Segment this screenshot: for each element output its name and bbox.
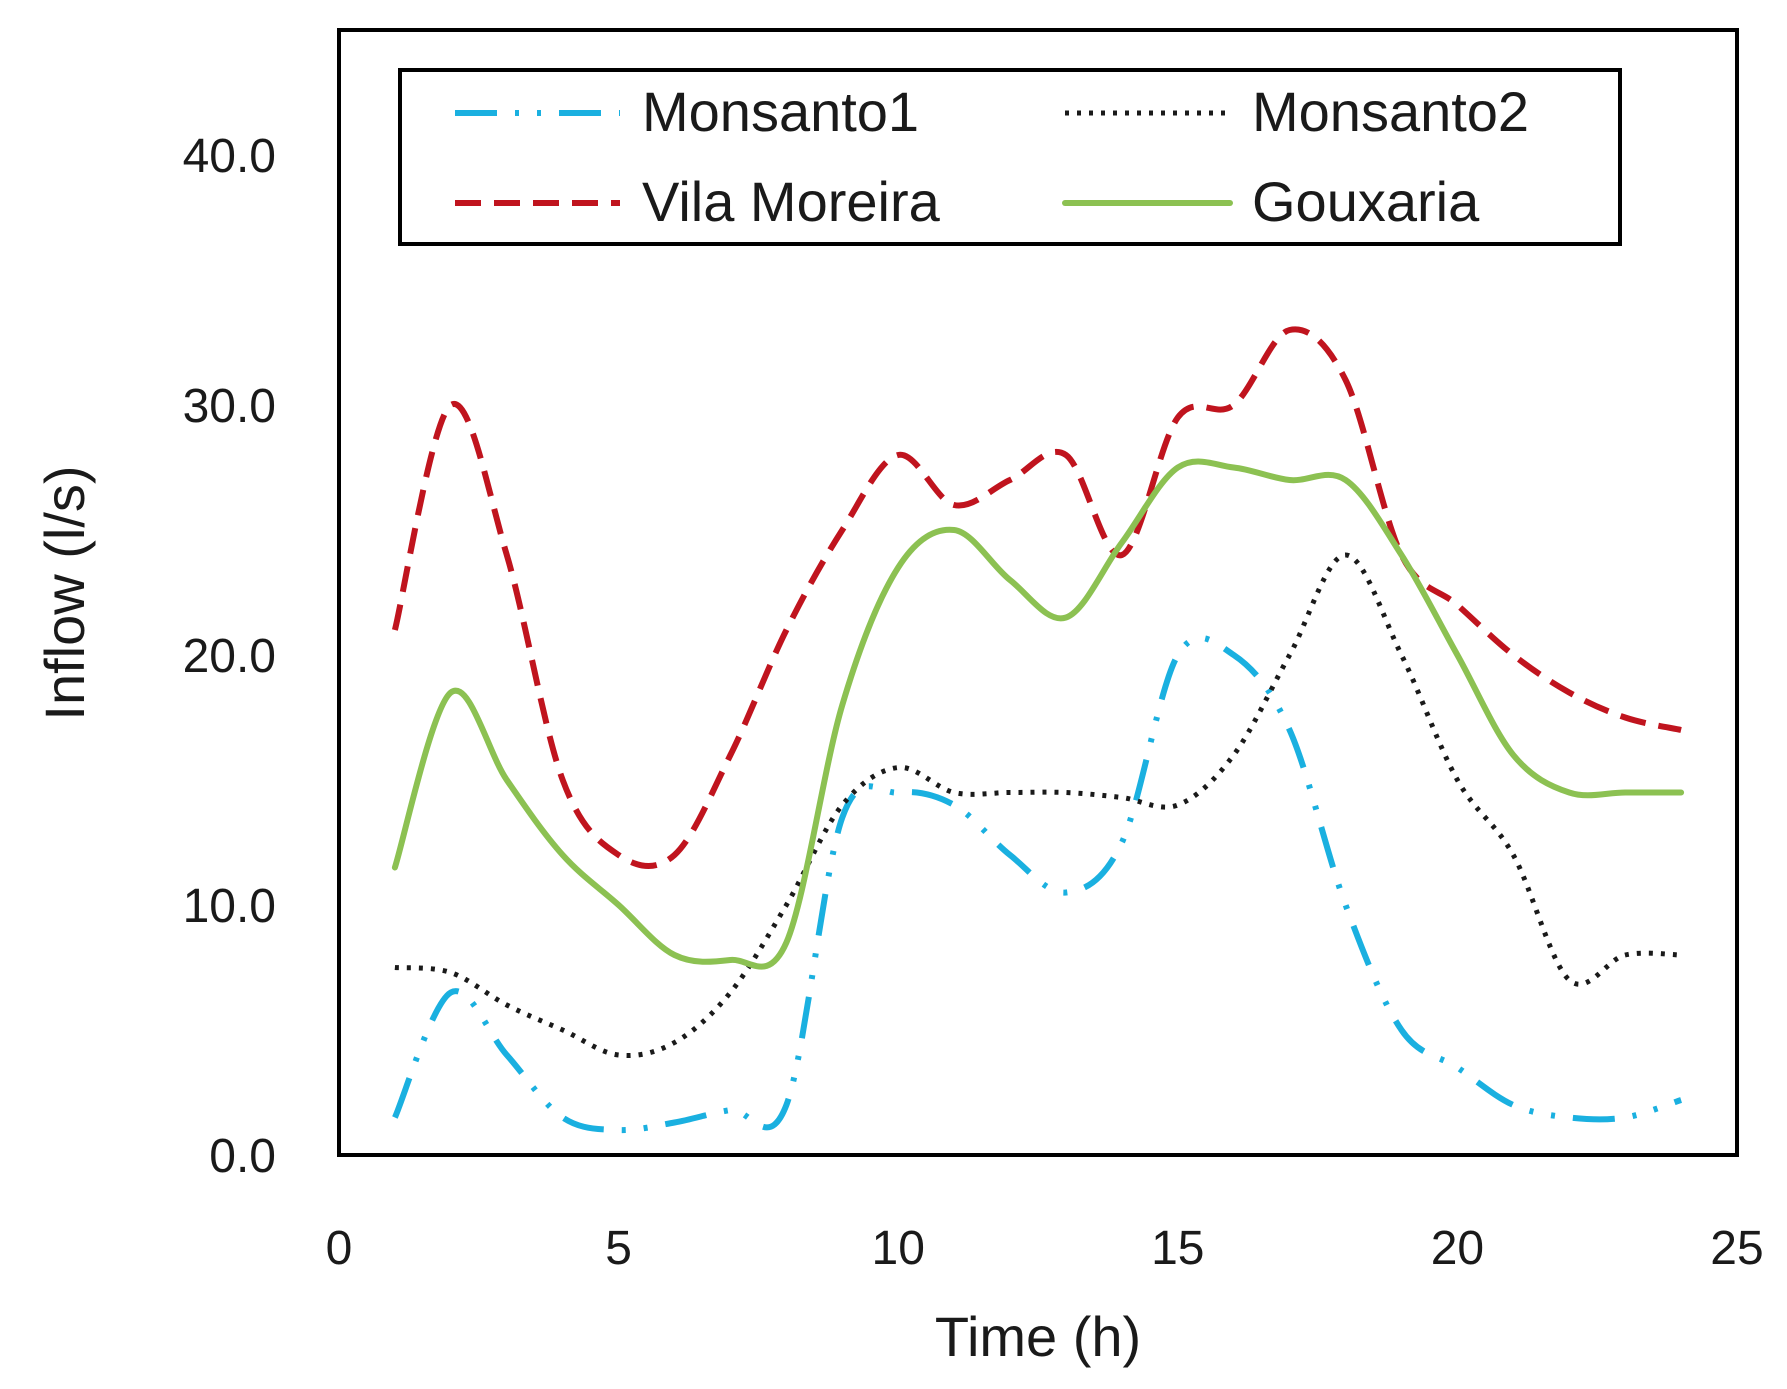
y-axis-tick-labels: 0.0 10.0 20.0 30.0 40.0	[183, 130, 276, 1183]
legend-box	[398, 68, 1622, 246]
y-tick-label: 0.0	[209, 1130, 276, 1183]
legend-label-gouxaria: Gouxaria	[1252, 170, 1480, 233]
y-tick-label: 40.0	[183, 130, 276, 183]
x-tick-label: 15	[1151, 1222, 1204, 1275]
x-tick-label: 20	[1431, 1222, 1484, 1275]
x-tick-label: 5	[605, 1222, 632, 1275]
x-axis-title: Time (h)	[935, 1305, 1141, 1368]
y-tick-label: 20.0	[183, 630, 276, 683]
series-line-gouxaria	[391, 458, 1685, 970]
y-tick-label: 10.0	[183, 880, 276, 933]
legend: Monsanto1 Monsanto2 Vila Moreira Gouxari…	[398, 68, 1622, 246]
x-tick-label: 0	[326, 1222, 353, 1275]
y-axis-title: Inflow (l/s)	[33, 465, 96, 720]
x-tick-label: 10	[872, 1222, 925, 1275]
x-axis-tick-labels: 0 5 10 15 20 25	[326, 1222, 1764, 1275]
legend-label-monsanto1: Monsanto1	[642, 80, 919, 143]
series-line-vila-moreira	[391, 326, 1682, 869]
legend-label-vila-moreira: Vila Moreira	[642, 170, 941, 233]
x-tick-label: 25	[1710, 1222, 1763, 1275]
legend-label-monsanto2: Monsanto2	[1252, 80, 1529, 143]
series-lines	[391, 326, 1685, 1134]
y-tick-label: 30.0	[183, 380, 276, 433]
